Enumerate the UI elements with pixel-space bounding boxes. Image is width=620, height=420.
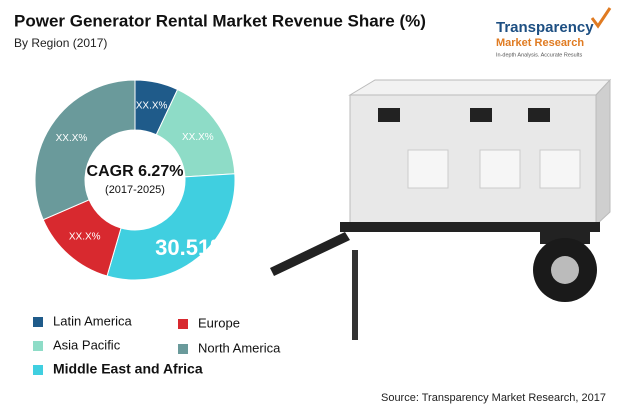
logo-check xyxy=(590,7,612,29)
center-sublabel: (2017-2025) xyxy=(105,184,165,196)
jack xyxy=(352,250,358,340)
logo-tagline: In-depth Analysis. Accurate Results xyxy=(496,52,582,58)
panel xyxy=(479,149,521,189)
trailer-frame xyxy=(340,222,600,232)
vent xyxy=(528,108,550,122)
legend-label: Asia Pacific xyxy=(53,337,121,352)
logo: Transparency Market Research In-depth An… xyxy=(496,7,612,58)
value-label: XX.X% xyxy=(56,133,88,144)
legend-swatch xyxy=(33,341,43,351)
panel xyxy=(407,149,449,189)
vent xyxy=(378,108,400,122)
legend-swatch xyxy=(33,365,43,375)
chart-title: Power Generator Rental Market Revenue Sh… xyxy=(14,11,426,30)
panel xyxy=(539,149,581,189)
legend-label: Latin America xyxy=(53,313,133,328)
donut-slice xyxy=(34,79,136,221)
trailer-tongue xyxy=(270,232,350,276)
legend-label: Europe xyxy=(198,315,240,330)
vent xyxy=(470,108,492,122)
wheel-hub xyxy=(551,256,579,284)
value-label: XX.X% xyxy=(136,100,168,111)
legend-swatch xyxy=(33,317,43,327)
value-label: XX.X% xyxy=(69,232,101,243)
center-label: CAGR 6.27% xyxy=(87,163,184,180)
donut-slice xyxy=(106,173,236,281)
generator-side xyxy=(595,78,611,227)
chart-subtitle: By Region (2017) xyxy=(14,36,107,50)
donut-hole xyxy=(87,132,183,228)
legend-swatch xyxy=(178,319,188,329)
logo-name2: Market Research xyxy=(496,37,584,49)
value-label: 30.51% xyxy=(155,235,230,260)
source: Source: Transparency Market Research, 20… xyxy=(381,392,606,404)
logo-name: Transparency xyxy=(496,19,594,36)
legend-label: North America xyxy=(198,340,281,355)
value-label: XX.X% xyxy=(182,132,214,143)
generator-illustration xyxy=(270,78,612,340)
legend-label: Middle East and Africa xyxy=(53,361,203,377)
generator-roof xyxy=(348,79,612,96)
legend-swatch xyxy=(178,344,188,354)
